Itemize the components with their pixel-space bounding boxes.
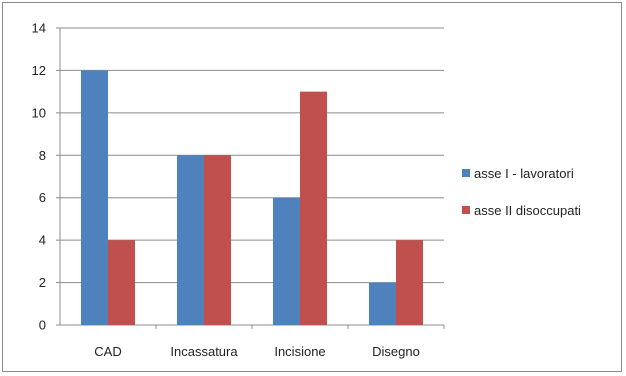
y-tick-label: 4	[39, 233, 46, 248]
legend-label: asse II disoccupati	[474, 203, 581, 218]
bar-asse-ii-incisione	[300, 91, 327, 326]
legend-swatch	[462, 169, 470, 177]
y-tick-label: 0	[39, 318, 46, 333]
y-tick-label: 8	[39, 148, 46, 163]
legend-label: asse I - lavoratori	[474, 166, 574, 181]
y-tick-label: 10	[32, 105, 46, 120]
bar-asse-ii-disegno	[396, 240, 423, 325]
bar-asse-ii-incassatura	[204, 155, 231, 325]
x-tick-label: Disegno	[372, 344, 420, 359]
y-tick-label: 14	[32, 21, 46, 36]
x-tick-label: Incassatura	[170, 344, 238, 359]
bar-asse-i-cad	[81, 70, 108, 325]
legend-swatch	[462, 206, 470, 214]
y-axis-ticks: 0 2 4 6 8 10 12 14	[32, 21, 46, 333]
legend: asse I - lavoratori asse II disoccupati	[462, 166, 581, 218]
x-tick-label: CAD	[94, 344, 121, 359]
bar-asse-i-disegno	[369, 282, 396, 325]
x-tick-label: Incisione	[274, 344, 325, 359]
bars	[81, 70, 423, 326]
x-axis-ticks: CAD Incassatura Incisione Disegno	[94, 344, 420, 359]
y-tick-label: 6	[39, 190, 46, 205]
bar-asse-i-incisione	[273, 197, 300, 325]
bar-asse-ii-cad	[108, 240, 135, 325]
y-tick-label: 12	[32, 63, 46, 78]
y-tick-label: 2	[39, 275, 46, 290]
bar-asse-i-incassatura	[177, 155, 204, 325]
